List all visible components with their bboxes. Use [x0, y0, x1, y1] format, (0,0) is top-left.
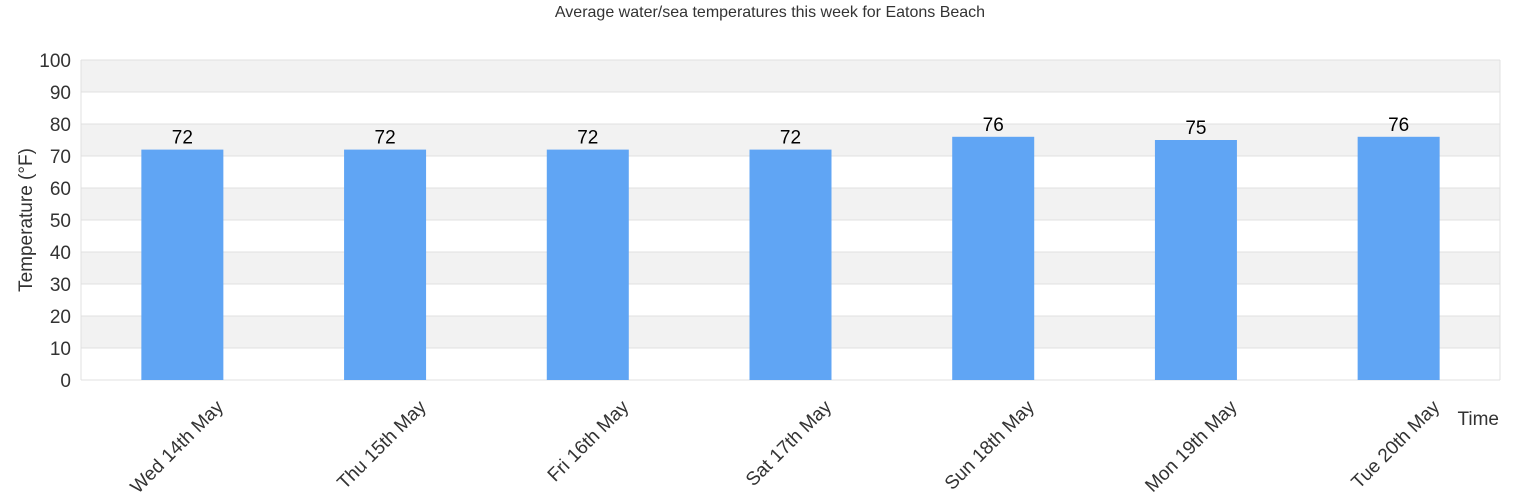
y-tick-label: 20 [50, 307, 71, 328]
y-tick-label: 40 [50, 243, 71, 264]
x-tick-label: Thu 15th May [334, 396, 431, 493]
y-tick-label: 30 [50, 275, 71, 296]
y-tick-label: 100 [39, 51, 71, 72]
x-tick-label: Tue 20th May [1348, 396, 1445, 493]
data-label: 72 [375, 128, 396, 149]
x-tick-label: Sat 17th May [742, 396, 836, 490]
data-label: 72 [780, 128, 801, 149]
data-label: 72 [577, 128, 598, 149]
y-tick-label: 0 [60, 371, 71, 392]
data-label: 75 [1185, 118, 1206, 139]
y-axis-ticks: 0 10 20 30 40 50 60 70 80 90 100 [39, 51, 71, 392]
y-tick-label: 90 [50, 83, 71, 104]
y-axis-title: Temperature (°F) [16, 148, 37, 292]
x-tick-label: Sun 18th May [941, 396, 1039, 494]
bars [141, 136, 1440, 380]
bar [1357, 136, 1440, 380]
x-tick-label: Fri 16th May [544, 396, 634, 486]
x-tick-label: Mon 19th May [1141, 396, 1241, 496]
chart-title: Average water/sea temperatures this week… [555, 4, 985, 21]
y-tick-label: 60 [50, 179, 71, 200]
y-tick-label: 80 [50, 115, 71, 136]
x-axis-ticks: Wed 14th May Thu 15th May Fri 16th May Sat … [127, 396, 1445, 498]
bar [141, 149, 224, 380]
x-tick-label: Wed 14th May [127, 396, 229, 498]
data-label: 76 [1388, 115, 1409, 136]
bar [952, 136, 1035, 380]
y-tick-label: 70 [50, 147, 71, 168]
x-axis-title: Time [1457, 409, 1499, 430]
bar [546, 149, 629, 380]
plot-band [81, 60, 1500, 92]
data-label: 76 [983, 115, 1004, 136]
y-tick-label: 10 [50, 339, 71, 360]
y-tick-label: 50 [50, 211, 71, 232]
data-labels: 72 72 72 72 76 75 76 [172, 115, 1409, 149]
bar [344, 149, 427, 380]
bar [749, 149, 832, 380]
data-label: 72 [172, 128, 193, 149]
bar [1154, 140, 1237, 380]
